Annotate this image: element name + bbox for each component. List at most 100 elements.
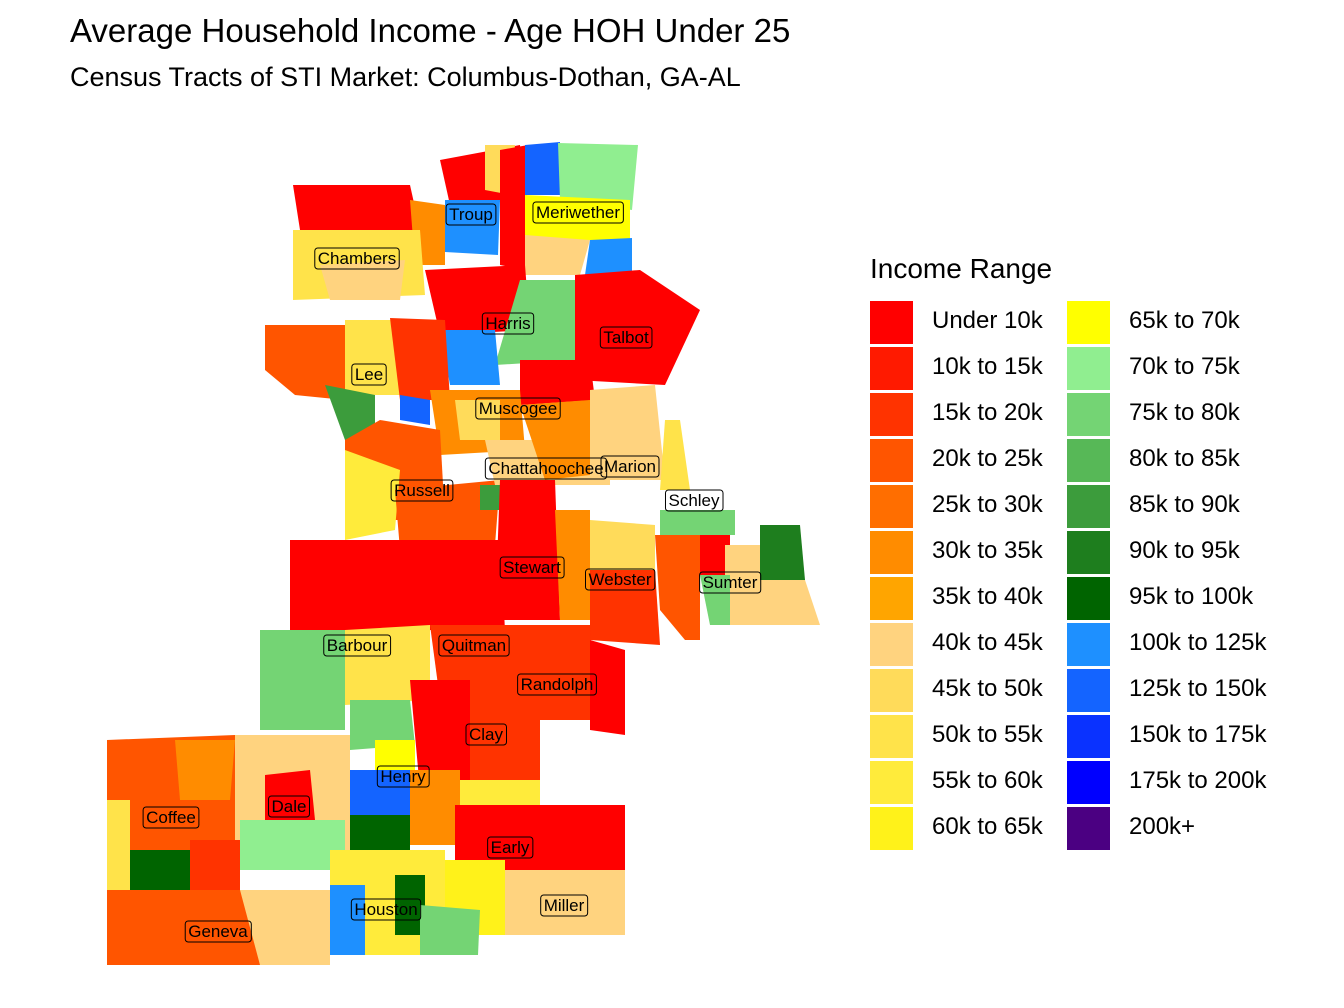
tract <box>505 870 625 935</box>
tract <box>445 200 500 255</box>
legend-label: 200k+ <box>1129 813 1196 840</box>
county-label: Webster <box>589 570 652 589</box>
legend-swatch <box>1067 715 1110 758</box>
county-label-box <box>350 898 422 921</box>
county-label-box <box>314 247 400 270</box>
tract <box>585 238 632 275</box>
county-label-box <box>484 457 608 480</box>
tract <box>660 510 735 535</box>
legend-item: 175k to 200k <box>1067 761 1307 807</box>
legend-item: 25k to 30k <box>870 485 1110 531</box>
county-label: Harris <box>485 314 530 333</box>
county-label: Barbour <box>327 636 388 655</box>
county-label: Marion <box>604 457 656 476</box>
legend-item: 100k to 125k <box>1067 623 1307 669</box>
tract <box>240 890 330 965</box>
tract <box>350 700 415 750</box>
legend-swatch <box>1067 485 1110 528</box>
county-label-box <box>475 397 561 420</box>
legend-item: 40k to 45k <box>870 623 1110 669</box>
legend-item: 20k to 25k <box>870 439 1110 485</box>
tract <box>265 325 345 400</box>
legend-label: 15k to 20k <box>932 399 1043 426</box>
legend-swatch <box>870 807 913 850</box>
legend-label: 75k to 80k <box>1129 399 1240 426</box>
legend-swatch <box>1067 623 1110 666</box>
tract <box>760 525 805 580</box>
tract <box>440 330 500 385</box>
county-label: Dale <box>272 797 307 816</box>
legend-swatch <box>870 301 913 344</box>
tract <box>128 850 190 890</box>
tract <box>390 318 450 400</box>
county-label-box <box>376 765 430 788</box>
county-label: Houston <box>354 900 417 919</box>
tract <box>525 195 630 240</box>
county-label-box <box>445 203 497 226</box>
legend-label: 20k to 25k <box>932 445 1043 472</box>
tract <box>525 142 560 195</box>
legend-item: 85k to 90k <box>1067 485 1307 531</box>
choropleth-map: Troup Meriwether Chambers Harris Talbot Lee Mu… <box>107 142 820 965</box>
map-subtitle: Census Tracts of STI Market: Columbus-Do… <box>70 62 741 92</box>
legend-item: 45k to 50k <box>870 669 1110 715</box>
tract <box>590 570 660 645</box>
legend-label: 100k to 125k <box>1129 629 1267 656</box>
county-label: Schley <box>668 491 720 510</box>
tract <box>345 450 400 540</box>
tract <box>190 840 240 890</box>
legend-label: Under 10k <box>932 307 1043 334</box>
legend-item: 200k+ <box>1067 807 1307 853</box>
tract <box>410 770 460 845</box>
county-label-box <box>390 479 454 502</box>
legend-label: 90k to 95k <box>1129 537 1240 564</box>
legend-swatch <box>1067 531 1110 574</box>
county-label: Henry <box>380 767 426 786</box>
county-labels: Troup Meriwether Chambers Harris Talbot Lee Mu… <box>142 201 762 943</box>
legend-item: 60k to 65k <box>870 807 1110 853</box>
legend-label: 25k to 30k <box>932 491 1043 518</box>
county-label: Coffee <box>146 808 196 827</box>
tract <box>655 535 700 640</box>
county-label: Geneva <box>188 922 248 941</box>
tract <box>470 700 540 780</box>
county-label: Meriwether <box>536 203 620 222</box>
county-label-box <box>600 455 660 478</box>
legend-swatch <box>870 669 913 712</box>
county-label: Muscogee <box>479 399 557 418</box>
tract <box>240 820 345 870</box>
county-label: Miller <box>544 896 585 915</box>
legend-label: 30k to 35k <box>932 537 1043 564</box>
legend-swatch <box>870 761 913 804</box>
legend-label: 80k to 85k <box>1129 445 1240 472</box>
tract <box>175 740 235 800</box>
county-label: Randolph <box>521 675 594 694</box>
county-label: Chattahoochee <box>488 459 603 478</box>
tract <box>290 540 505 630</box>
county-label: Chambers <box>318 249 396 268</box>
county-label: Talbot <box>603 328 649 347</box>
legend-label: 45k to 50k <box>932 675 1043 702</box>
legend-swatch <box>1067 807 1110 850</box>
legend-swatch <box>870 623 913 666</box>
legend-label: 125k to 150k <box>1129 675 1267 702</box>
legend-swatch <box>870 531 913 574</box>
county-label-box <box>699 571 762 594</box>
legend-swatch <box>1067 761 1110 804</box>
legend-item: 80k to 85k <box>1067 439 1307 485</box>
map-title: Average Household Income - Age HOH Under… <box>70 12 791 49</box>
county-label: Lee <box>355 365 383 384</box>
county-label-box <box>351 363 387 386</box>
legend-swatch <box>1067 577 1110 620</box>
legend-item: 65k to 70k <box>1067 301 1307 347</box>
legend-label: 95k to 100k <box>1129 583 1254 610</box>
legend-item: 55k to 60k <box>870 761 1110 807</box>
legend-item: 125k to 150k <box>1067 669 1307 715</box>
legend-item: 50k to 55k <box>870 715 1110 761</box>
county-label: Russell <box>394 481 450 500</box>
legend-swatch <box>870 485 913 528</box>
tract <box>455 805 625 870</box>
legend-swatch <box>870 439 913 482</box>
legend-label: 35k to 40k <box>932 583 1043 610</box>
county-label-box <box>184 920 252 943</box>
